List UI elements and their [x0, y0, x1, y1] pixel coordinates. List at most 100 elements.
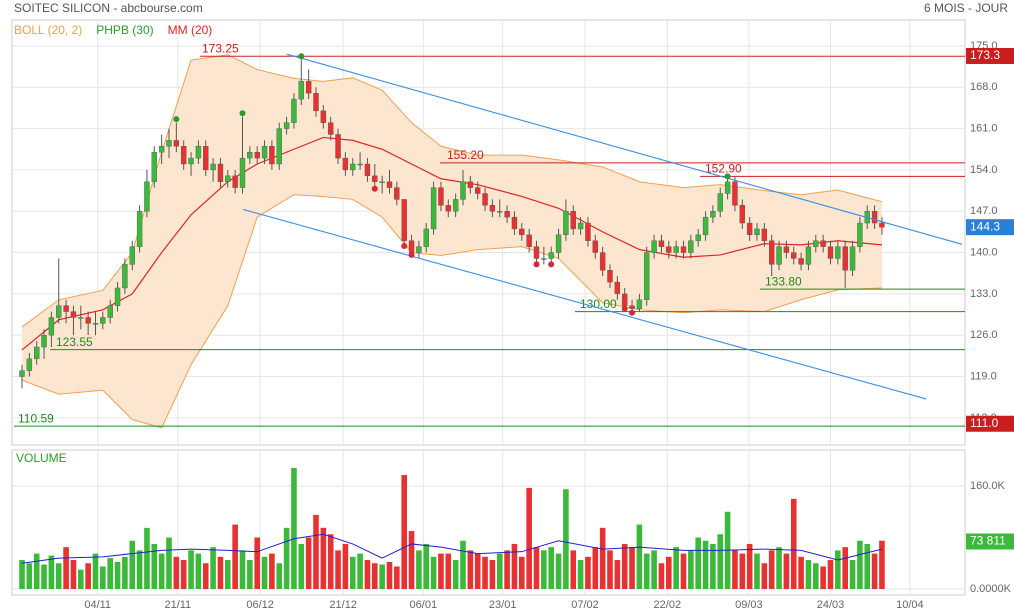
- candle-body: [313, 92, 319, 112]
- candle-body: [438, 187, 444, 206]
- volume-bar: [460, 540, 466, 590]
- volume-bar: [291, 467, 297, 590]
- volume-bar: [695, 537, 701, 590]
- candle-body: [144, 181, 150, 212]
- candle-body: [791, 252, 797, 259]
- volume-bar: [19, 560, 25, 590]
- candle-body: [585, 222, 591, 241]
- volume-bar: [85, 563, 91, 590]
- level-label: 123.55: [56, 335, 93, 349]
- candle-body: [129, 246, 135, 265]
- volume-bar: [768, 550, 775, 590]
- volume-bar: [864, 543, 871, 590]
- candle-body: [452, 199, 459, 212]
- y-tick-label: 126.0: [970, 329, 998, 341]
- candle-body: [357, 163, 363, 166]
- volume-bar: [195, 553, 202, 590]
- candle-body: [871, 211, 878, 224]
- volume-bar: [665, 556, 672, 590]
- candle-body: [48, 317, 55, 336]
- candle-body: [63, 305, 69, 312]
- period: 6 MOIS - JOUR: [924, 1, 1008, 15]
- price-marker-label: 111.0: [970, 416, 999, 430]
- y-tick-label: 119.0: [970, 370, 997, 382]
- volume-bar: [438, 553, 444, 590]
- volume-ma: [21, 533, 883, 564]
- volume-bar: [41, 564, 47, 590]
- candle-body: [445, 205, 451, 212]
- volume-bar: [313, 514, 319, 590]
- candle-body: [688, 240, 694, 253]
- volume-bar: [710, 543, 716, 590]
- volume-bar: [261, 556, 268, 590]
- candle-body: [555, 234, 562, 253]
- candle-body: [607, 270, 613, 283]
- candle-body: [423, 228, 429, 247]
- candle-body: [33, 346, 40, 360]
- price-marker-label: 173.3: [970, 48, 1000, 62]
- volume-bar: [188, 550, 194, 590]
- volume-bar: [805, 560, 812, 590]
- candle-body: [239, 157, 246, 188]
- candle-body: [879, 222, 885, 228]
- volume-bar: [379, 564, 385, 590]
- candle-body: [857, 222, 863, 247]
- phpb-high: [298, 53, 305, 60]
- volume-bar: [320, 527, 327, 590]
- y-tick-label: 160.0K: [970, 480, 1006, 492]
- candle-body: [305, 81, 312, 94]
- legend-entry: BOLL (20, 2): [14, 23, 82, 37]
- price-marker: [966, 415, 1014, 432]
- volume-bar: [100, 566, 106, 590]
- candle-body: [283, 122, 290, 129]
- candle-body: [533, 246, 540, 259]
- x-tick-label: 24/03: [817, 599, 845, 611]
- candle-body: [724, 181, 731, 194]
- volume-bar: [107, 558, 113, 590]
- candle-body: [379, 181, 385, 183]
- volume-bar: [835, 550, 841, 590]
- candle-body: [783, 246, 790, 253]
- volume-bar: [812, 563, 819, 590]
- volume-bar: [342, 543, 349, 590]
- candle-body: [519, 228, 525, 236]
- volume-bar: [636, 524, 643, 590]
- volume-bar: [386, 561, 393, 590]
- volume-bar: [489, 560, 496, 590]
- volume-bar: [401, 475, 407, 590]
- price-frame: [11, 19, 966, 446]
- candle-body: [114, 287, 121, 306]
- candle-body: [827, 246, 834, 259]
- volume-bar: [239, 550, 246, 590]
- candle-body: [401, 199, 407, 241]
- candle-body: [107, 305, 113, 318]
- phpb-low: [629, 309, 636, 316]
- volume-bar: [254, 537, 260, 590]
- candle-body: [327, 122, 334, 135]
- volume-bar: [166, 537, 172, 590]
- candle-body: [26, 358, 33, 371]
- volume-bar: [533, 547, 540, 590]
- candle-body: [19, 370, 25, 377]
- volume-bar: [570, 550, 577, 590]
- candle-body: [673, 246, 679, 253]
- candle-body: [474, 187, 481, 194]
- y-tick-label: 140.0: [970, 246, 998, 258]
- mm-line: [21, 136, 883, 351]
- candle-body: [497, 211, 503, 213]
- volume-bar: [592, 547, 599, 590]
- volume-bar: [599, 527, 606, 590]
- volume-bar: [276, 563, 283, 590]
- level-label: 173.25: [202, 41, 239, 55]
- x-tick-label: 07/02: [571, 599, 599, 611]
- volume-bar: [408, 531, 415, 590]
- volume-bar: [541, 550, 547, 590]
- volume-bar: [327, 534, 334, 590]
- volume-bar: [423, 543, 430, 590]
- candle-body: [746, 222, 753, 236]
- candle-body: [100, 317, 106, 324]
- candle-body: [408, 240, 415, 253]
- x-tick-label: 23/01: [489, 599, 517, 611]
- volume-bar: [136, 550, 143, 590]
- volume-bar: [614, 560, 621, 590]
